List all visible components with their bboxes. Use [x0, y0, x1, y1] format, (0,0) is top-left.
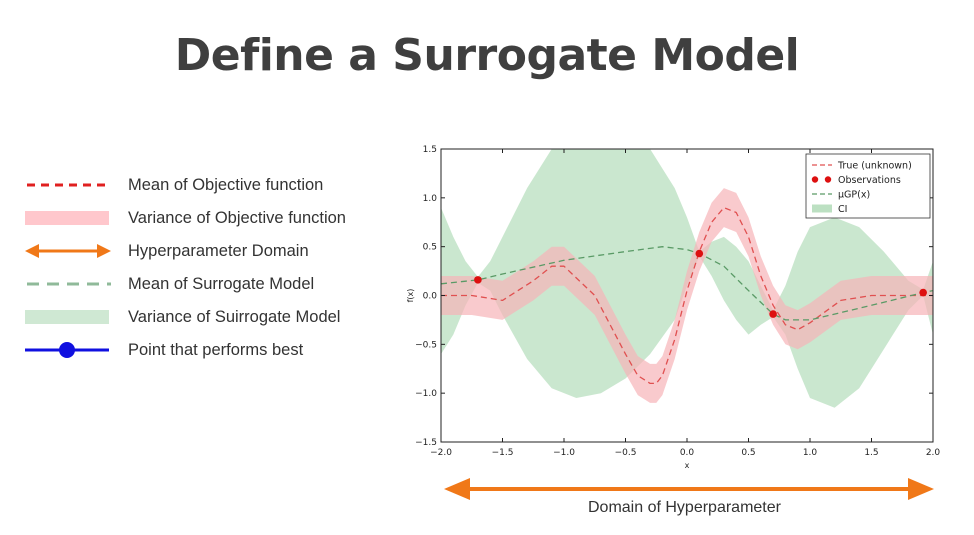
legend-item-surrogate-variance: Variance of Suirrogate Model: [25, 304, 340, 330]
true-variance-band: [441, 188, 933, 403]
chart-legend-swatch: [812, 204, 832, 213]
y-tick-label: 1.5: [423, 145, 437, 155]
legend-label: Point that performs best: [128, 340, 304, 359]
y-tick-label: −1.0: [415, 389, 437, 399]
chart-legend-label: Observations: [838, 175, 901, 186]
legend-label: Variance of Suirrogate Model: [128, 307, 341, 326]
x-tick-label: 0.0: [680, 448, 695, 458]
domain-label: Domain of Hyperparameter: [588, 499, 781, 516]
legend-label: Hyperparameter Domain: [128, 241, 309, 260]
pink-band-swatch: [25, 208, 113, 228]
legend-label: Variance of Objective function: [128, 208, 346, 227]
y-axis-label: f(x): [406, 289, 415, 303]
observation-point: [769, 310, 777, 318]
y-tick-label: 1.0: [423, 194, 438, 204]
x-tick-label: 1.5: [864, 448, 878, 458]
x-tick-label: 2.0: [926, 448, 941, 458]
y-tick-label: −1.5: [415, 438, 437, 448]
legend-item-surrogate-mean: Mean of Surrogate Model: [25, 271, 314, 297]
chart-legend-label: μGP(x): [838, 190, 870, 201]
chart-legend-label: CI: [838, 204, 847, 215]
page-title: Define a Surrogate Model: [174, 30, 800, 81]
red-dashed-line-swatch: [25, 175, 113, 195]
legend-label: Mean of Objective function: [128, 175, 324, 194]
chart-legend: True (unknown) Observations μGP(x) CI: [805, 153, 931, 219]
x-tick-label: −0.5: [615, 448, 637, 458]
domain-double-arrow-icon: [444, 478, 934, 500]
gp-mean-line: [441, 246, 933, 321]
legend-item-best-point: Point that performs best: [25, 337, 303, 363]
green-band-swatch: [25, 307, 113, 327]
x-tick-label: −1.5: [492, 448, 514, 458]
y-tick-label: 0.0: [423, 292, 438, 302]
blue-point-line-icon: [25, 340, 113, 360]
y-tick-label: 0.5: [423, 243, 437, 253]
x-tick-label: 1.0: [803, 448, 818, 458]
gp-chart: −2.0 −1.5 −1.0 −0.5 0.0 0.5 1.0 1.5 2.01.51.00.5…: [406, 145, 941, 470]
legend-label: Mean of Surrogate Model: [128, 274, 315, 293]
legend-item-hyperparameter-domain: Hyperparameter Domain: [25, 238, 309, 264]
observation-point: [695, 249, 704, 258]
chart-legend-label: True (unknown): [837, 161, 912, 172]
chart-legend-swatch: [824, 176, 832, 183]
observation-point: [919, 288, 927, 297]
x-tick-label: 0.5: [741, 448, 755, 458]
legend-item-objective-variance: Variance of Objective function: [25, 205, 346, 231]
x-axis-label: x: [685, 461, 690, 470]
x-tick-label: −2.0: [430, 448, 452, 458]
legend-item-objective-mean: Mean of Objective function: [25, 172, 323, 198]
x-tick-label: −1.0: [553, 448, 575, 458]
observation-point: [474, 276, 482, 284]
true-function-line: [441, 206, 933, 385]
orange-double-arrow-icon: [25, 241, 113, 261]
plot-area: [441, 149, 933, 408]
green-dashed-line-swatch: [25, 274, 113, 294]
y-tick-label: −0.5: [415, 340, 437, 350]
chart-legend-swatch: [811, 176, 819, 183]
